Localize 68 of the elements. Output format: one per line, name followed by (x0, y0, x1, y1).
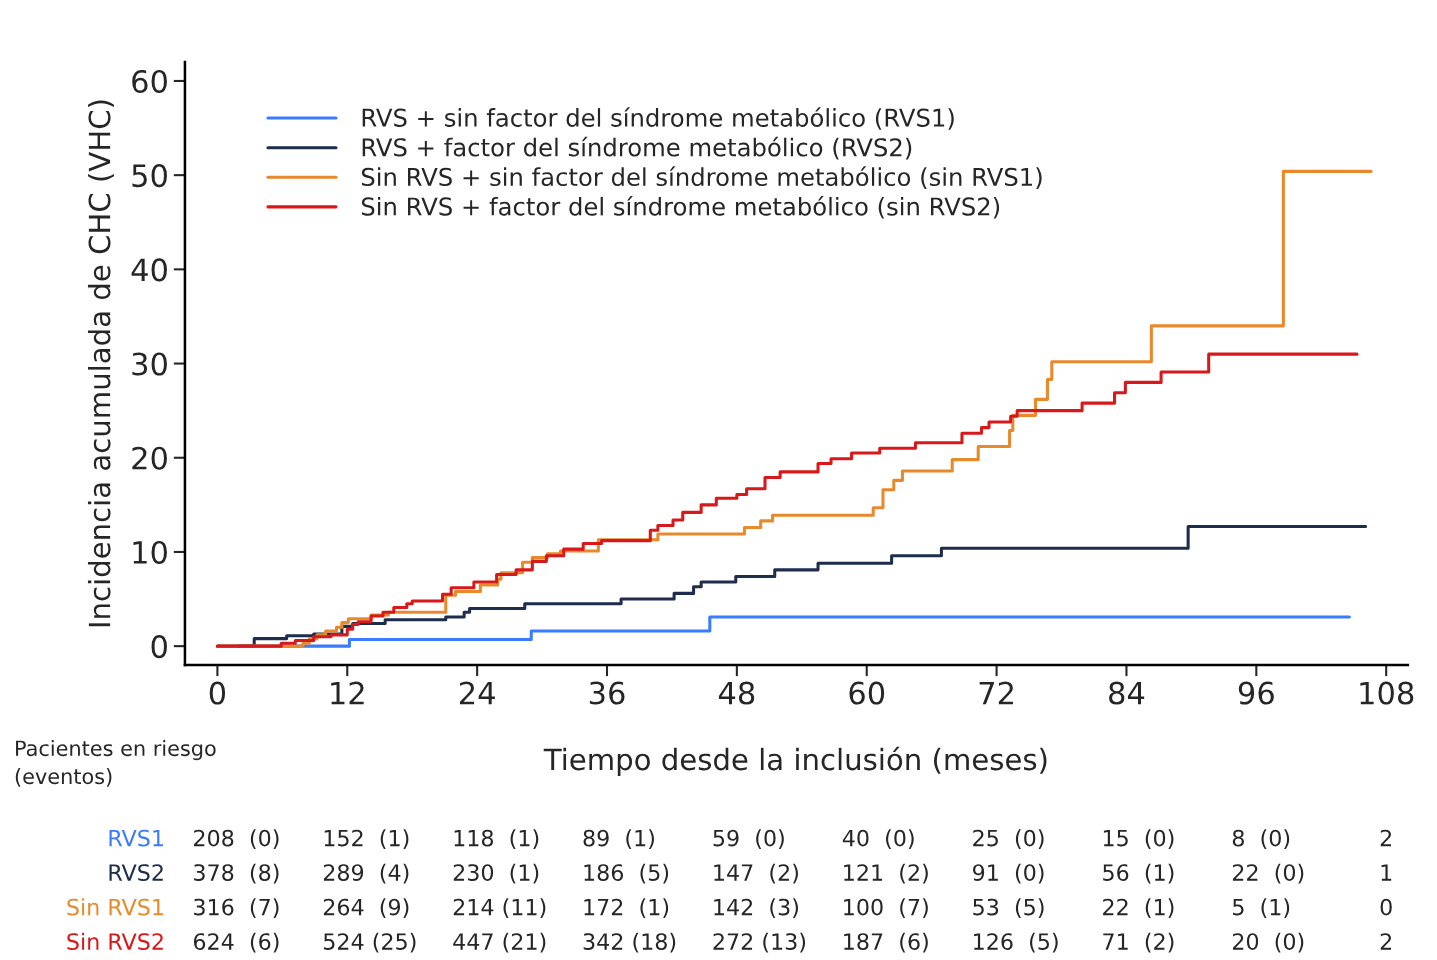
text: 40 (0) (842, 829, 914, 850)
text: 186 (5) (584, 863, 669, 884)
text: 53 (5) (973, 898, 1044, 919)
text: 147 (2) (714, 863, 798, 884)
text: 524 (25) (323, 932, 416, 953)
y-tick-label: 50 (132, 164, 167, 188)
text: 316 (7) (194, 898, 279, 919)
y-tick-label: 0 (151, 635, 167, 659)
y-tick-label: 20 (132, 446, 167, 470)
y-tick-label: 30 (132, 352, 167, 376)
text: 2 (1380, 829, 1392, 847)
text: 56 (1) (1103, 863, 1174, 884)
text: 20 (0) (1232, 932, 1304, 953)
text: 378 (8) (194, 863, 279, 884)
legend-label: Sin RVS + factor del síndrome metabólico (sin RVS2) (361, 195, 1000, 219)
x-tick-label: 96 (1238, 681, 1274, 705)
text: 100 (7) (844, 898, 928, 919)
text: 59 (0) (713, 829, 784, 850)
text: Sin RVS1 (67, 898, 163, 916)
text: 89 (1) (583, 829, 654, 850)
y-tick-label: 10 (133, 540, 167, 564)
text: Sin RVS2 (67, 932, 163, 950)
y-tick-label: 40 (131, 258, 167, 282)
x-tick-label: 12 (331, 681, 364, 705)
x-tick-label: 60 (849, 681, 885, 705)
text: 8 (0) (1232, 829, 1290, 850)
text: 142 (3) (714, 898, 798, 919)
x-tick-label: 72 (979, 681, 1013, 705)
y-axis-title: Incidencia acumulada de CHC (VHC) (87, 100, 114, 627)
x-axis-title: Tiempo desde la inclusión (meses) (543, 746, 1047, 777)
text: 272 (13) (713, 932, 806, 953)
text: 15 (0) (1103, 829, 1174, 850)
text: 2 (1380, 933, 1392, 950)
text: 121 (2) (844, 863, 928, 884)
text: 624 (6) (193, 932, 279, 953)
text: 25 (0) (973, 829, 1044, 850)
text: 0 (1380, 898, 1392, 916)
text: 1 (1381, 864, 1392, 881)
x-tick-label: 36 (589, 681, 625, 705)
text: 289 (4) (323, 863, 409, 884)
text: 71 (2) (1103, 932, 1174, 953)
text: 22 (1) (1103, 898, 1174, 919)
y-tick-label: 60 (132, 69, 167, 93)
text: 5 (1) (1233, 898, 1290, 919)
text: 447 (21) (453, 932, 546, 953)
text: 208 (0) (194, 829, 279, 850)
text: 172 (1) (584, 898, 669, 919)
text: 91 (0) (972, 863, 1044, 884)
x-tick-label: 84 (1109, 681, 1145, 705)
text: 187 (6) (844, 932, 928, 953)
x-tick-label: 0 (209, 681, 226, 705)
text: RVS2 (109, 864, 163, 881)
text: Pacientes en riesgo (eventos) (15, 740, 216, 787)
text: 152 (1) (324, 829, 409, 850)
text: 264 (9) (323, 898, 409, 919)
text: 118 (1) (454, 829, 539, 850)
text: 22 (0) (1232, 863, 1304, 884)
legend-label: RVS + sin factor del síndrome metabólico (RVS1) (362, 107, 954, 130)
x-tick-label: 24 (459, 681, 495, 705)
legend-label: RVS + factor del síndrome metabólico (RVS2) (362, 136, 912, 160)
x-tick-label: 48 (718, 681, 755, 705)
text: RVS1 (109, 829, 163, 847)
x-tick-label: 108 (1360, 681, 1414, 705)
text: 126 (5) (974, 932, 1058, 953)
text: 230 (1) (453, 863, 539, 884)
text: 214 (11) (453, 898, 546, 919)
legend-label: Sin RVS + sin factor del síndrome metabólico (sin RVS1) (361, 166, 1042, 189)
text: 342 (18) (583, 932, 676, 953)
